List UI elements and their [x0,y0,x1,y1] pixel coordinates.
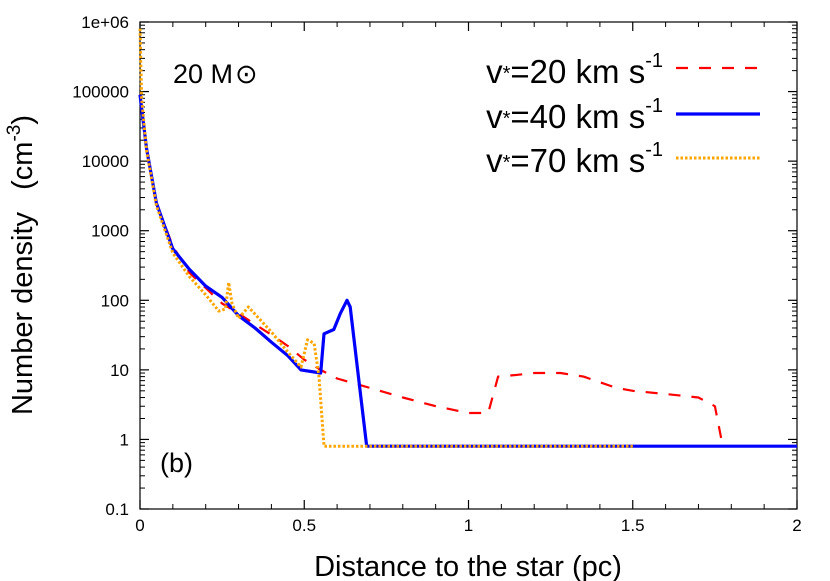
y-axis-title-close: ) [7,115,39,125]
x-tick-label: 0 [135,516,144,535]
x-tick-label: 1.5 [621,516,645,535]
legend-label-v20: v*=20 km s-1 [486,50,663,90]
legend-v40-sup: -1 [645,95,663,117]
y-axis-title-unit: (cm [7,142,39,190]
y-tick-label: 10 [110,361,129,380]
series-line-v-20-km-s-1 [138,94,723,440]
y-axis-title: Number density (cm-3) [4,115,39,415]
legend-v70-rest: =70 km s [510,142,645,179]
y-tick-label: 1 [120,430,129,449]
axis-tick-labels: 0 0.5 1 1.5 2 0.1 1 10 100 1000 10000 100000 1e+06 [72,13,801,535]
mass-annotation: 20 M⊙ [173,59,258,89]
y-tick-label: 0.1 [105,500,129,519]
panel-label: (b) [160,448,193,478]
legend-label-v70: v*=70 km s-1 [486,139,663,179]
y-tick-label: 1000 [91,222,129,241]
x-axis-title: Distance to the star (pc) [314,551,622,581]
legend-v20-sub: * [503,63,511,85]
legend: v*=20 km s-1 v*=40 km s-1 v*=70 km s-1 [486,50,760,179]
legend-v40-main: v [486,98,503,135]
series-line-v-40-km-s-1 [138,94,797,448]
legend-v70-main: v [486,142,503,179]
legend-v20-rest: =20 km s [510,53,645,90]
solar-symbol-icon: ⊙ [235,59,258,89]
legend-v40-sub: * [503,108,511,130]
y-tick-label: 1e+06 [81,13,129,32]
y-tick-label: 10000 [82,152,129,171]
mass-annotation-text: 20 M [173,59,233,89]
x-tick-label: 1 [464,516,473,535]
y-tick-label: 100 [101,291,129,310]
x-tick-label: 0.5 [292,516,316,535]
y-axis-title-main: Number density [7,211,39,415]
legend-v70-sup: -1 [645,139,663,161]
legend-v70-sub: * [503,152,511,174]
legend-label-v40: v*=40 km s-1 [486,95,663,135]
legend-v40-rest: =40 km s [510,98,645,135]
legend-v20-sup: -1 [645,50,663,72]
y-tick-label: 100000 [72,83,129,102]
legend-v20-main: v [486,53,503,90]
series-layer [138,28,797,448]
y-axis-title-exp: -3 [4,125,25,142]
axis-ticks [139,21,798,510]
plot-frame [139,21,798,510]
x-tick-label: 2 [792,516,801,535]
series-line-v-70-km-s-1 [138,28,633,448]
